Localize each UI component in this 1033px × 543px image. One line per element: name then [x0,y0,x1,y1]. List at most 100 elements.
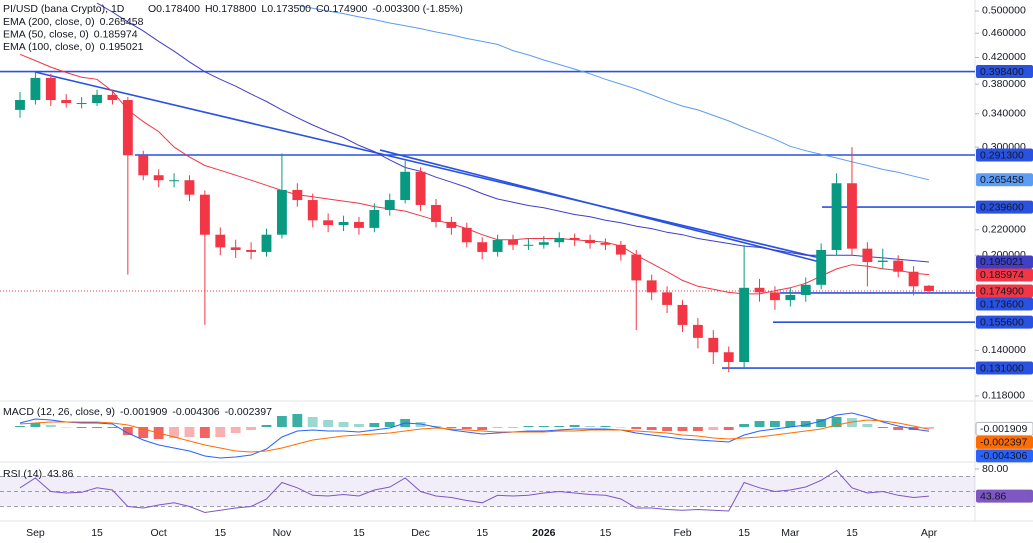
trend-line [379,149,821,263]
candle-body [754,287,765,293]
y-tick-label: 0.220000 [982,224,1026,236]
macd-histogram-bar [492,427,503,428]
macd-histogram-bar [276,416,287,427]
y-tick-label: 80.00 [982,463,1008,475]
x-tick-label: 15 [91,527,103,539]
macd-histogram-bar [61,427,72,428]
macd-histogram-bar [354,424,364,427]
macd-histogram-bar [184,427,195,437]
candle-body [816,249,827,285]
price-tag [975,421,1033,436]
y-tick-label: 0.420000 [982,51,1026,63]
price-tag-label: -0.001909 [980,423,1027,435]
candle-body [122,100,133,156]
candle-body [184,180,195,195]
price-tag-label: 0.239600 [980,201,1024,213]
rsi-pane [0,469,975,514]
macd-histogram-bar [338,422,349,427]
axes: 0.500000 0.460000 0.420000 0.380000 0.340000… [26,5,1033,539]
price-tag-label: 0.291300 [980,149,1024,161]
y-tick-label: 0.460000 [982,27,1026,39]
macd-histogram-bar [893,427,904,430]
candle-body [431,204,441,222]
candle-body [569,237,580,240]
x-tick-label: Dec [411,527,430,539]
macd-histogram-bar [107,427,118,428]
x-tick-label: Oct [150,527,166,539]
x-tick-label: Sep [26,527,45,539]
candle-body [523,244,534,246]
candle-body [785,294,796,301]
macd-histogram-bar [800,421,811,427]
candle-body [384,200,395,210]
x-tick-label: 15 [353,527,365,539]
candle-body [615,244,626,255]
x-tick-label: 2026 [532,527,556,539]
macd-histogram-bar [508,427,518,428]
candle-body [292,189,303,201]
candle-body [770,292,780,301]
macd-histogram-bar [831,417,842,427]
indicator-name: EMA (200, close, 0) [3,16,95,28]
macd-histogram-bar [261,425,272,427]
price-tag [976,255,1033,269]
candle-body [199,194,210,235]
indicator-name: RSI (14) [3,468,42,480]
candle-body [708,337,719,353]
candle-body [677,304,688,325]
macd-histogram-bar [215,427,226,437]
price-tag [976,173,1033,187]
macd-histogram-bar [785,421,796,427]
macd-histogram-bar [554,426,565,427]
macd-histogram-bar [877,427,888,428]
macd-line [19,412,930,459]
indicator-name: EMA (50, close, 0) [3,28,89,40]
x-tick-label: 15 [738,527,750,539]
rsi-line [19,469,930,514]
x-tick-label: Mar [781,527,800,539]
x-tick-label: 15 [600,527,612,539]
candle-body [692,324,703,338]
macd-histogram-bar [723,427,734,430]
macd-histogram-bar [292,414,303,427]
x-tick-label: Feb [673,527,691,539]
ohlc-value: -0.003300 (-1.85%) [372,3,462,15]
ema-line [297,4,930,181]
macd-histogram-bar [662,427,673,431]
macd-histogram-bar [45,425,56,427]
indicator-value: -0.001909 [120,406,167,418]
macd-pane [15,412,934,459]
candle-body [61,100,72,104]
macd-histogram-bar [446,427,457,428]
candle-body [662,292,673,305]
y-tick-label: 0.118000 [982,390,1025,402]
price-tag [976,449,1033,463]
legend: PI/USD (bana Crypto), 1D O0.178400 H0.1788… [3,3,463,480]
candle-body [153,175,164,181]
price-tag [976,268,1033,282]
ema-line [96,2,930,263]
ohlc-value: O0.178400 [148,3,200,15]
x-tick-label: 15 [846,527,858,539]
candle-body [446,221,457,228]
candle-body [323,220,334,226]
macd-histogram-bar [384,422,395,427]
candle-body [215,234,226,248]
candle-body [415,171,426,205]
candle-body [631,254,642,281]
candle-body [646,280,657,293]
macd-histogram-bar [76,427,87,428]
price-tag [976,65,1033,79]
candle-body [461,227,472,243]
candle-body [847,183,857,249]
macd-line [19,419,930,453]
macd-histogram-bar [369,423,380,427]
macd-histogram-bar [646,427,657,430]
price-tag-label: 43.86 [980,490,1006,502]
macd-histogram-bar [770,421,780,427]
macd-histogram-bar [323,420,334,427]
price-tag [976,284,1033,298]
symbol-title: PI/USD (bana Crypto), 1D [3,3,125,15]
price-tag [976,148,1033,162]
